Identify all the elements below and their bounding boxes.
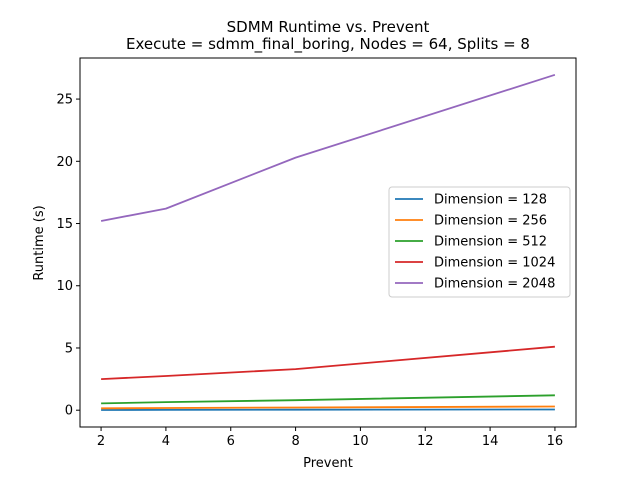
- y-axis-label: Runtime (s): [32, 205, 47, 280]
- y-tick-label: 0: [65, 404, 73, 419]
- y-tick-label: 15: [56, 217, 73, 232]
- legend-label: Dimension = 2048: [434, 277, 555, 292]
- y-tick-label: 25: [56, 93, 73, 108]
- x-tick-label: 12: [417, 434, 434, 449]
- x-tick-label: 10: [352, 434, 369, 449]
- y-tick-label: 10: [56, 279, 73, 294]
- series-line-0: [101, 408, 555, 411]
- legend: Dimension = 128 Dimension = 256 Dimension …: [388, 186, 571, 298]
- plot-lines: [100, 73, 556, 411]
- series-line-3: [101, 345, 555, 380]
- x-tick-label: 14: [482, 434, 499, 449]
- legend-label: Dimension = 128: [434, 193, 547, 208]
- x-axis: 2 4 6 8 10 12 14 16: [97, 427, 563, 449]
- x-tick-label: 2: [97, 434, 105, 449]
- legend-label: Dimension = 1024: [434, 256, 555, 271]
- y-tick-label: 20: [56, 155, 73, 170]
- series-line-4: [100, 73, 556, 222]
- series-line-1: [101, 405, 555, 410]
- chart-title: SDMM Runtime vs. Prevent: [227, 18, 430, 36]
- legend-frame: [388, 186, 571, 298]
- x-axis-label: Prevent: [303, 456, 353, 471]
- x-tick-label: 4: [162, 434, 170, 449]
- plot-frame: [79, 57, 577, 428]
- x-tick-label: 8: [291, 434, 299, 449]
- chart-subtitle: Execute = sdmm_final_boring, Nodes = 64,…: [126, 35, 530, 54]
- x-tick-label: 16: [547, 434, 564, 449]
- y-tick-label: 5: [65, 341, 73, 356]
- legend-label: Dimension = 512: [434, 235, 547, 250]
- y-axis: 0 5 10 15 20 25: [56, 93, 80, 419]
- x-tick-label: 6: [227, 434, 235, 449]
- legend-label: Dimension = 256: [434, 214, 547, 229]
- series-line-2: [101, 394, 555, 405]
